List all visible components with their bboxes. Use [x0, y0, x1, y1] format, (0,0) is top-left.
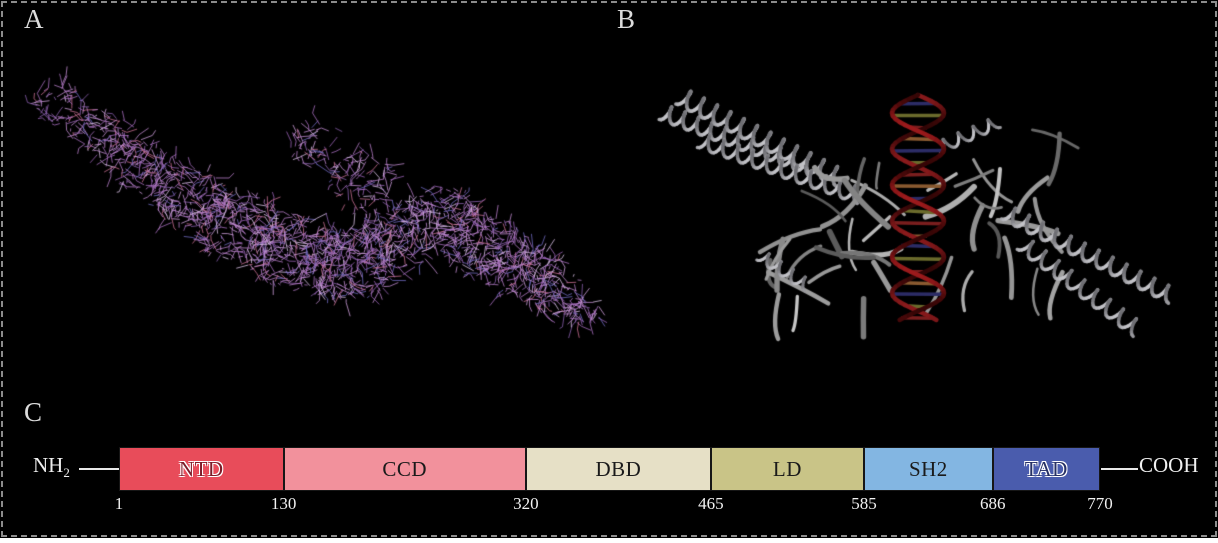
residue-tick-686: 686 [980, 494, 1006, 513]
domain-box-sh2: SH2 [863, 447, 993, 491]
panel-b-label: B [617, 4, 637, 34]
domain-box-ccd: CCD [283, 447, 526, 491]
residue-tick-770: 770 [1087, 494, 1113, 513]
panel-c-label: C [24, 397, 44, 427]
cooh-connector-line [1101, 468, 1138, 470]
domain-box-ntd: NTD [119, 447, 284, 491]
residue-tick-585: 585 [851, 494, 877, 513]
residue-tick-465: 465 [698, 494, 724, 513]
domain-box-tad: TAD [992, 447, 1100, 491]
c-terminus-label: COOH [1139, 453, 1199, 477]
residue-tick-130: 130 [270, 494, 297, 513]
panel-a-label: A [24, 4, 45, 34]
residue-tick-320: 320 [513, 494, 539, 513]
domain-box-dbd: DBD [525, 447, 711, 491]
residue-tick-1: 1 [114, 494, 124, 513]
n-terminus-label: NH2 [33, 453, 70, 481]
domain-box-ld: LD [710, 447, 864, 491]
domain-bar: NTD CCD DBD LD SH2 TAD [119, 447, 1100, 491]
nh2-connector-line [79, 468, 119, 470]
n-terminus-subscript: 2 [63, 465, 70, 481]
n-terminus-text: NH [33, 453, 64, 477]
